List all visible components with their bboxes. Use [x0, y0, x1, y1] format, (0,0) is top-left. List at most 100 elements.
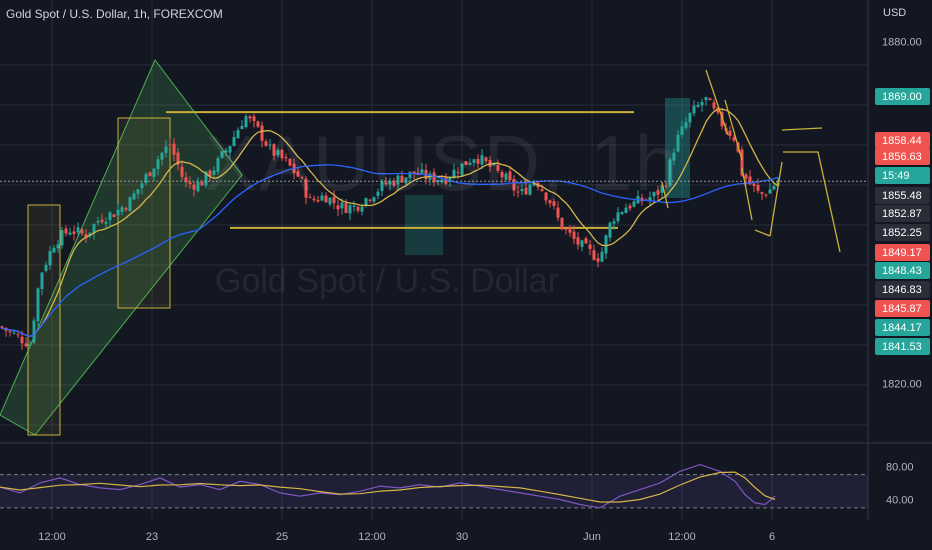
- candle-body: [460, 163, 464, 176]
- candle-body: [216, 158, 220, 172]
- candle-body: [28, 344, 32, 346]
- candle-body: [288, 158, 292, 166]
- candle-body: [604, 235, 608, 254]
- price-label: 1846.83: [882, 284, 922, 296]
- candle-body: [16, 334, 20, 336]
- candle-body: [696, 104, 700, 107]
- candle-body: [456, 172, 460, 174]
- candle-body: [172, 143, 176, 155]
- projection-arrow: [705, 69, 729, 136]
- candle-body: [256, 121, 260, 127]
- x-tick-label: 30: [456, 531, 468, 543]
- candle-body: [712, 102, 716, 109]
- candle-body: [56, 244, 60, 249]
- candle-body: [452, 169, 456, 179]
- candle-body: [120, 207, 124, 212]
- candle-body: [464, 161, 468, 165]
- candle-body: [568, 227, 572, 233]
- candle-body: [124, 207, 128, 210]
- candle-body: [752, 183, 756, 186]
- candle-body: [212, 170, 216, 175]
- price-label-box: [875, 319, 930, 336]
- price-label: 1852.25: [882, 227, 922, 239]
- price-label-box: [875, 224, 930, 241]
- candle-body: [0, 326, 4, 328]
- candle-body: [520, 188, 524, 192]
- price-label-box: [875, 205, 930, 222]
- candle-body: [60, 230, 64, 246]
- price-axis: 1880.001870.001820.001869.001858.441856.…: [875, 36, 930, 391]
- candle-body: [388, 180, 392, 185]
- candle-body: [576, 237, 580, 245]
- candle-body: [544, 192, 548, 201]
- candle-body: [376, 191, 380, 196]
- candle-body: [672, 152, 676, 161]
- rsi-tick-label: 40.00: [886, 495, 914, 507]
- candle-body: [128, 197, 132, 212]
- watermark-name: Gold Spot / U.S. Dollar: [215, 262, 559, 300]
- candle-body: [432, 172, 436, 183]
- candle-body: [100, 219, 104, 223]
- candle-body: [80, 229, 84, 234]
- projection-arrow: [769, 161, 783, 237]
- candle-body: [328, 197, 332, 205]
- candle-body: [448, 177, 452, 182]
- candle-body: [136, 189, 140, 194]
- price-label-box: [875, 148, 930, 165]
- candle-body: [228, 146, 232, 153]
- candle-body: [40, 272, 44, 290]
- candle-body: [180, 166, 184, 177]
- candle-body: [84, 234, 88, 238]
- candle-body: [348, 205, 352, 214]
- candle-body: [224, 150, 228, 153]
- candle-body: [320, 195, 324, 201]
- candle-body: [548, 200, 552, 204]
- candle-body: [248, 116, 252, 119]
- price-label: 1856.63: [882, 151, 922, 163]
- candle-body: [680, 126, 684, 135]
- candle-body: [232, 137, 236, 146]
- price-label-box: [875, 132, 930, 149]
- x-tick-label: 23: [146, 531, 158, 543]
- chart-title: Gold Spot / U.S. Dollar, 1h, FOREXCOM: [6, 7, 223, 21]
- candle-body: [164, 146, 168, 153]
- watermark-symbol: XAUUSD, 1h: [205, 119, 681, 207]
- candle-body: [508, 171, 512, 180]
- candle-body: [280, 149, 284, 159]
- candle-body: [300, 177, 304, 179]
- candle-body: [764, 194, 768, 196]
- candle-body: [176, 152, 180, 165]
- candle-body: [384, 182, 388, 185]
- candle-body: [400, 175, 404, 183]
- candle-body: [92, 224, 96, 233]
- projection-arrow: [724, 99, 743, 161]
- candle-body: [564, 228, 568, 230]
- projection-arrow: [781, 127, 823, 131]
- candle-body: [156, 159, 160, 170]
- candle-body: [472, 159, 476, 163]
- candle-body: [252, 116, 256, 121]
- candle-body: [344, 203, 348, 213]
- rsi-ma-line: [0, 471, 776, 503]
- candle-body: [112, 214, 116, 218]
- candle-body: [368, 199, 372, 201]
- candle-body: [524, 187, 528, 195]
- price-label: 1845.87: [882, 303, 922, 315]
- candle-body: [620, 212, 624, 215]
- candle-body: [116, 209, 120, 216]
- candle-body: [600, 251, 604, 262]
- candle-body: [68, 232, 72, 235]
- candle-body: [468, 162, 472, 165]
- candle-body: [372, 197, 376, 202]
- price-label-box: [875, 187, 930, 204]
- candle-body: [492, 164, 496, 166]
- candle-body: [88, 232, 92, 236]
- y-tick-label: 1880.00: [882, 36, 922, 48]
- candle-body: [404, 177, 408, 184]
- candle-body: [708, 98, 712, 101]
- candle-body: [668, 159, 672, 186]
- candle-body: [612, 221, 616, 224]
- candle-body: [152, 168, 156, 177]
- candle-body: [760, 192, 764, 195]
